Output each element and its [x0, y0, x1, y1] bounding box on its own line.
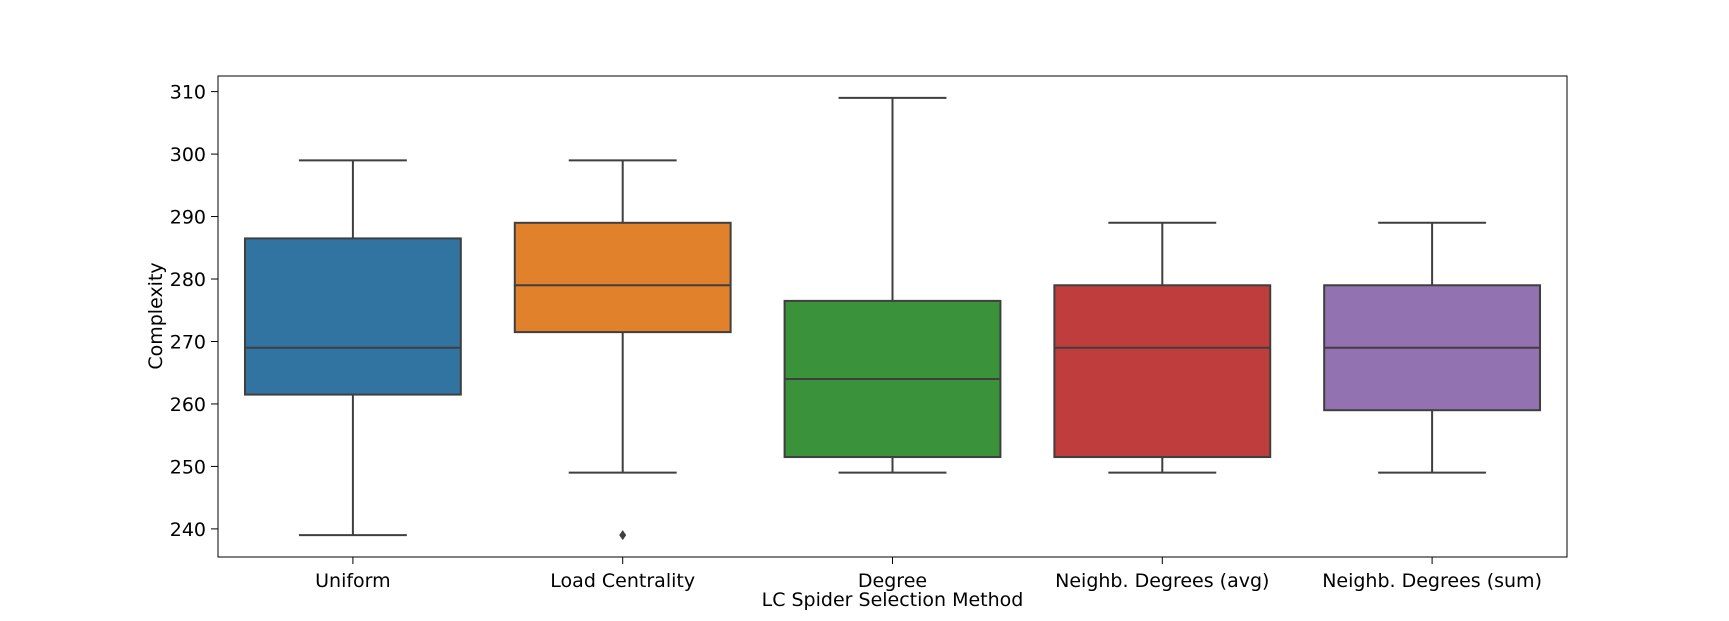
boxes-group [243, 96, 1542, 541]
x-tick-label: Neighb. Degrees (avg) [1055, 570, 1269, 592]
x-axis-label: LC Spider Selection Method [762, 589, 1024, 611]
y-tick-label: 300 [170, 144, 206, 166]
y-tick-label: 290 [170, 207, 206, 229]
box-3 [783, 96, 1002, 474]
iqr-box [513, 221, 732, 334]
y-tick-label: 270 [170, 331, 206, 353]
box-2 [513, 159, 732, 541]
x-tick-label: Degree [858, 570, 927, 592]
x-tick-label: Neighb. Degrees (sum) [1322, 570, 1542, 592]
box-4 [1053, 221, 1272, 474]
outlier-point [619, 530, 627, 541]
box-1 [243, 159, 462, 537]
x-tick-label: Uniform [315, 570, 391, 592]
iqr-box [243, 237, 462, 396]
x-axis: Uniform Load Centrality Degree Neighb. Degr… [315, 557, 1542, 592]
y-tick-label: 250 [170, 456, 206, 478]
x-tick-label: Load Centrality [550, 570, 695, 592]
y-axis-label: Complexity [145, 262, 167, 369]
y-tick-label: 240 [170, 519, 206, 541]
y-tick-label: 260 [170, 394, 206, 416]
box-5 [1323, 221, 1542, 474]
y-tick-label: 310 [170, 82, 206, 104]
iqr-box [1053, 284, 1272, 459]
y-axis: 240 250 260 270 280 290 300 310 [170, 82, 218, 541]
y-tick-label: 280 [170, 269, 206, 291]
